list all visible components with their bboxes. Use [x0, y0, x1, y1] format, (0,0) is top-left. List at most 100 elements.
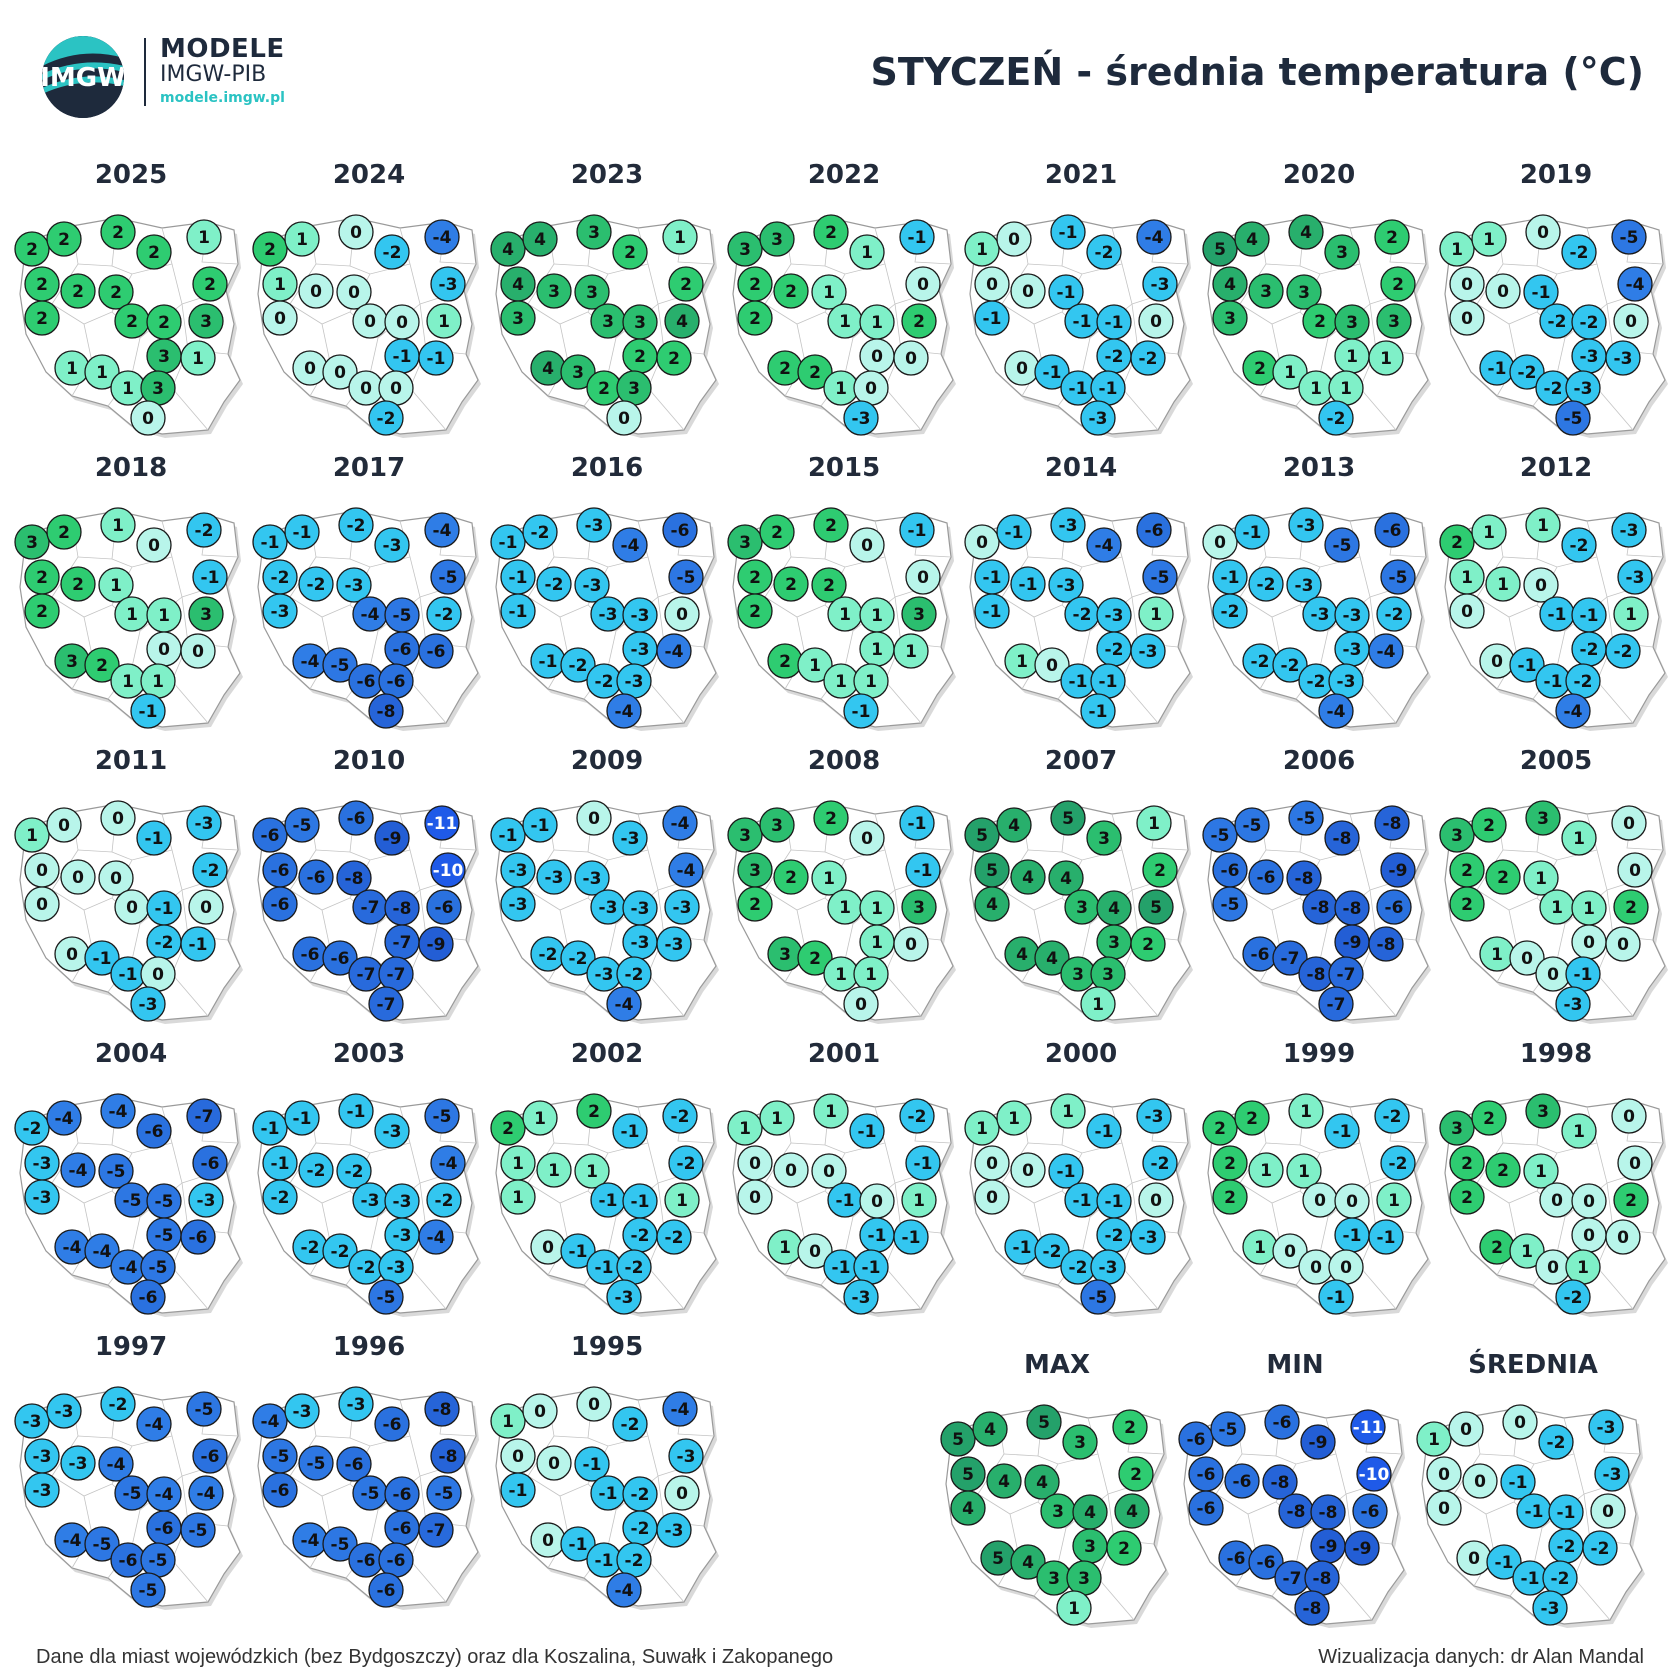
station-marker: -1 [590, 1475, 626, 1511]
station-marker: 3 [1040, 1493, 1076, 1529]
station-circle [662, 1098, 698, 1134]
station-marker: 2 [1485, 859, 1521, 895]
station-value: 2 [779, 359, 791, 379]
station-value: 1 [158, 606, 170, 626]
station-marker: -2 [14, 1110, 50, 1146]
station-marker: 0 [114, 889, 150, 925]
station-marker: 2 [1118, 1456, 1154, 1492]
station-marker: -6 [384, 1476, 420, 1512]
station-circle [424, 219, 460, 255]
station-value: -8 [1287, 1502, 1306, 1522]
station-value: -1 [201, 568, 220, 588]
station-marker: -2 [612, 1406, 648, 1442]
station-value: 1 [1483, 230, 1495, 250]
station-circle [813, 507, 849, 543]
station-value: -4 [69, 1161, 88, 1181]
station-marker: 0 [974, 1179, 1010, 1215]
station-circle [1086, 1113, 1122, 1149]
station-marker: 1 [574, 1153, 610, 1189]
station-circle [130, 986, 166, 1022]
station-marker: -1 [1060, 663, 1096, 699]
station-circle [136, 1406, 172, 1442]
station-value: -2 [1518, 363, 1537, 383]
station-circle [737, 1179, 773, 1215]
station-marker: 0 [130, 400, 166, 436]
station-marker: 0 [298, 273, 334, 309]
station-marker: 1 [500, 1145, 536, 1181]
station-circle [1318, 986, 1354, 1022]
station-marker: 4 [1288, 214, 1324, 250]
station-circle [374, 820, 410, 856]
station-value: -11 [1353, 1418, 1384, 1438]
station-value: -1 [852, 702, 871, 722]
station-value: 3 [1298, 283, 1310, 303]
station-circle [727, 231, 763, 267]
station-circle [1605, 1219, 1641, 1255]
station-circle [1471, 221, 1507, 257]
station-circle [192, 1145, 228, 1181]
station-value: -3 [33, 1447, 52, 1467]
station-value: -2 [301, 1238, 320, 1258]
station-circle [773, 859, 809, 895]
station-value: 0 [364, 312, 376, 332]
station-marker: 2 [1613, 1182, 1649, 1218]
station-marker: -1 [1565, 956, 1601, 992]
station-marker: 1 [14, 817, 50, 853]
station-value: -1 [145, 829, 164, 849]
station-value: 2 [204, 275, 216, 295]
brand-url[interactable]: modele.imgw.pl [160, 90, 285, 106]
station-marker: 0 [146, 631, 182, 667]
station-circle [188, 1475, 224, 1511]
map-panel: 2002 2 1 2 -1 -2 1 1 1 -2 1 -1 -1 1 -2 -2 0 -1 -1 -2 -3 [488, 1039, 726, 1329]
station-value: 2 [1625, 1191, 1637, 1211]
station-value: 4 [676, 312, 688, 332]
station-value: 1 [1284, 363, 1296, 383]
station-marker: -4 [188, 1475, 224, 1511]
station-value: 1 [1451, 240, 1463, 260]
station-value: -1 [499, 533, 518, 553]
station-marker: 0 [522, 1393, 558, 1429]
station-marker: -1 [130, 693, 166, 729]
station-value: -6 [155, 1519, 174, 1539]
station-circle [14, 231, 50, 267]
province-border [884, 680, 922, 724]
station-value: -1 [1057, 283, 1076, 303]
station-marker: 2 [737, 266, 773, 302]
station-circle [727, 524, 763, 560]
station-marker: -10 [430, 852, 466, 888]
station-circle [418, 1219, 454, 1255]
station-value: -5 [149, 1258, 168, 1278]
station-circle [368, 1572, 404, 1608]
station-marker: -3 [24, 1472, 60, 1508]
station-value: 2 [1497, 1161, 1509, 1181]
province-border [884, 1266, 922, 1310]
station-marker: 0 [811, 1153, 847, 1189]
station-marker: -1 [338, 1093, 374, 1129]
station-marker: 0 [905, 266, 941, 302]
station-marker: -8 [1368, 926, 1404, 962]
station-circle [98, 567, 134, 603]
station-marker: -8 [1302, 889, 1338, 925]
station-marker: -1 [490, 524, 526, 560]
station-circle [1224, 1463, 1260, 1499]
station-circle [1471, 807, 1507, 843]
station-marker: 1 [859, 924, 895, 960]
station-circle [1523, 1153, 1559, 1189]
station-value: -6 [1257, 1553, 1276, 1573]
page-title: STYCZEŃ - średnia temperatura (°C) [870, 50, 1644, 94]
station-marker: 4 [1048, 860, 1084, 896]
station-marker: 3 [1525, 1093, 1561, 1129]
station-circle [84, 1526, 120, 1562]
station-marker: 2 [773, 273, 809, 309]
station-value: -1 [189, 935, 208, 955]
station-circle [574, 1153, 610, 1189]
station-value: 4 [962, 1499, 974, 1519]
station-marker: 1 [1471, 221, 1507, 257]
station-circle [1080, 693, 1116, 729]
station-circle [612, 820, 648, 856]
station-marker: 0 [1449, 300, 1485, 336]
station-value: -1 [1327, 1288, 1346, 1308]
station-marker: -3 [1565, 370, 1601, 406]
